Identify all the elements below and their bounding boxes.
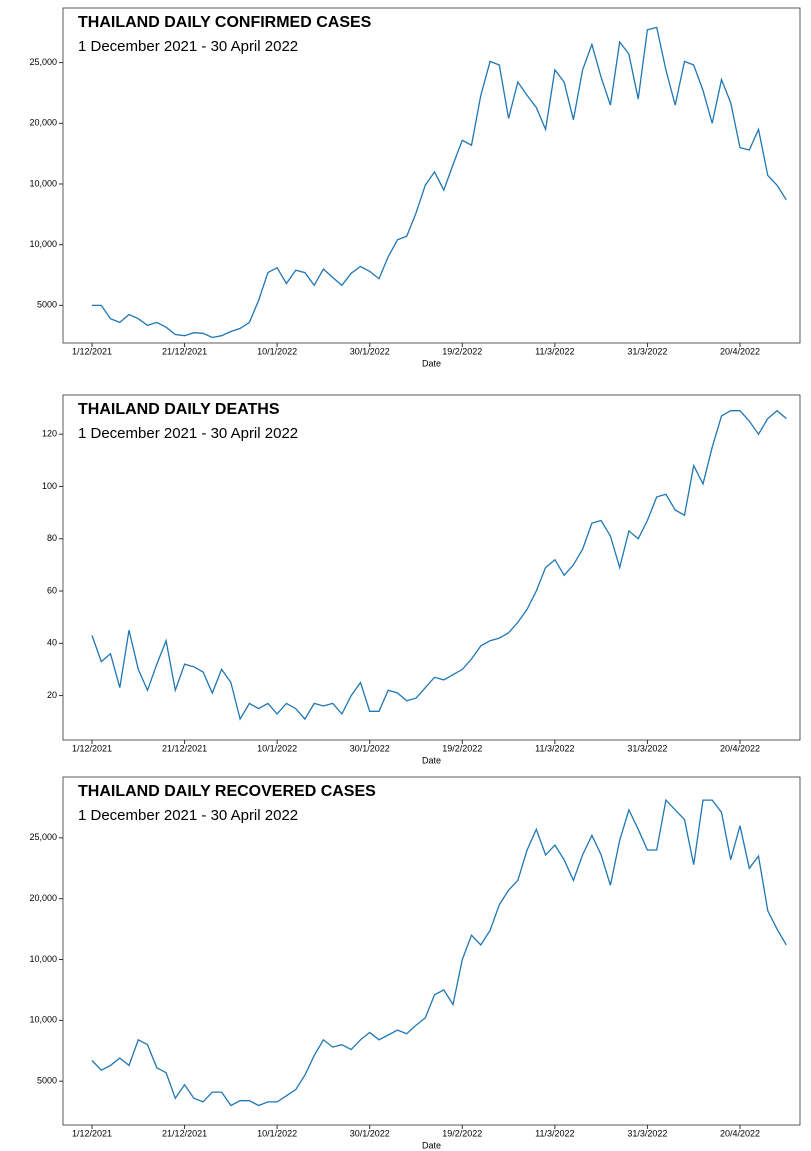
x-tick-label: 21/12/2021 — [162, 346, 207, 356]
x-tick-label: 10/1/2022 — [257, 346, 297, 356]
x-tick-label: 31/3/2022 — [627, 743, 667, 753]
y-tick-label: 25,000 — [29, 57, 57, 67]
chart-title: THAILAND DAILY RECOVERED CASES — [78, 783, 376, 800]
x-tick-label: 30/1/2022 — [350, 743, 390, 753]
chart-title: THAILAND DAILY DEATHS — [78, 401, 280, 418]
x-tick-label: 20/4/2022 — [720, 1128, 760, 1138]
x-tick-label: 19/2/2022 — [442, 743, 482, 753]
x-tick-label: 31/3/2022 — [627, 1128, 667, 1138]
x-tick-label: 1/12/2021 — [72, 1128, 112, 1138]
x-tick-label: 1/12/2021 — [72, 346, 112, 356]
y-tick-label: 80 — [47, 533, 57, 543]
x-tick-label: 30/1/2022 — [350, 346, 390, 356]
y-tick-label: 20,000 — [29, 118, 57, 128]
x-tick-label: 30/1/2022 — [350, 1128, 390, 1138]
x-tick-label: 21/12/2021 — [162, 1128, 207, 1138]
data-line — [91, 409, 787, 721]
x-tick-label: 20/4/2022 — [720, 743, 760, 753]
x-tick-label: 19/2/2022 — [442, 1128, 482, 1138]
y-tick-label: 10,000 — [29, 239, 57, 249]
plot-frame — [62, 776, 801, 1126]
x-tick-label: 19/2/2022 — [442, 346, 482, 356]
y-tick-label: 5000 — [37, 300, 57, 310]
chart-subtitle: 1 December 2021 - 30 April 2022 — [78, 425, 298, 442]
x-axis-label: Date — [422, 755, 441, 765]
data-line — [91, 798, 787, 1107]
y-tick-label: 100 — [42, 481, 57, 491]
y-tick-label: 5000 — [37, 1076, 57, 1086]
x-axis-label: Date — [422, 358, 441, 368]
x-tick-label: 10/1/2022 — [257, 1128, 297, 1138]
x-tick-label: 20/4/2022 — [720, 346, 760, 356]
chart-subtitle: 1 December 2021 - 30 April 2022 — [78, 38, 298, 55]
y-tick-label: 20,000 — [29, 893, 57, 903]
y-tick-label: 10,000 — [29, 178, 57, 188]
y-tick-label: 60 — [47, 585, 57, 595]
chart-subtitle: 1 December 2021 - 30 April 2022 — [78, 807, 298, 824]
x-axis-label: Date — [422, 1140, 441, 1150]
x-tick-label: 11/3/2022 — [535, 1128, 574, 1138]
plot-frame — [62, 394, 801, 741]
data-line — [92, 26, 787, 339]
x-tick-label: 10/1/2022 — [257, 743, 297, 753]
x-tick-label: 11/3/2022 — [535, 346, 574, 356]
plot-frame — [62, 7, 801, 344]
y-tick-label: 120 — [42, 429, 57, 439]
y-tick-label: 25,000 — [29, 832, 57, 842]
chart-title: THAILAND DAILY CONFIRMED CASES — [78, 14, 372, 31]
y-tick-label: 20 — [47, 690, 57, 700]
x-tick-label: 11/3/2022 — [535, 743, 574, 753]
x-tick-label: 21/12/2021 — [162, 743, 207, 753]
y-tick-label: 40 — [47, 638, 57, 648]
y-tick-label: 10,000 — [29, 1015, 57, 1025]
y-tick-label: 10,000 — [29, 954, 57, 964]
x-tick-label: 1/12/2021 — [72, 743, 112, 753]
x-tick-label: 31/3/2022 — [627, 346, 667, 356]
